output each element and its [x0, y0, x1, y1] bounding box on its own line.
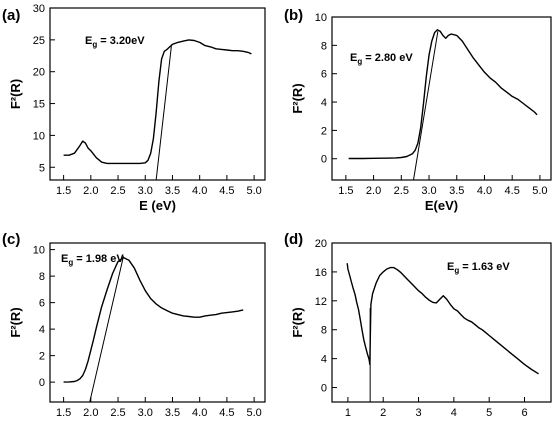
x-tick-label: 2.0 [83, 185, 98, 197]
band-gap-annotation: Eg = 3.20eV [85, 35, 145, 49]
x-axis-label: E(eV) [425, 198, 458, 213]
y-tick-label: 0 [39, 377, 45, 389]
x-tick-label: 3.5 [165, 407, 180, 419]
band-gap-annotation: Eg = 1.98 eV [61, 253, 124, 267]
x-tick-label: 5.0 [246, 185, 261, 197]
band-gap-annotation: Eg = 2.80 eV [350, 52, 413, 66]
x-tick-label: 3.5 [449, 185, 464, 197]
x-axis-label: Energy (eV) [405, 420, 477, 422]
y-tick-label: 8 [321, 325, 327, 337]
x-tick-label: 3.0 [421, 185, 436, 197]
x-axis-label: E (eV) [139, 420, 176, 422]
data-series-line [63, 39, 252, 165]
x-tick-label: 4 [451, 407, 457, 419]
tangent-line [413, 31, 439, 180]
x-tick-label: 3.0 [138, 407, 153, 419]
x-tick-label: 1.5 [56, 185, 71, 197]
y-tick-label: 10 [33, 130, 45, 142]
data-series-line [346, 263, 539, 375]
plot-frame [331, 242, 552, 403]
x-axis-label: E (eV) [139, 198, 176, 213]
data-series-line [63, 256, 244, 383]
y-tick-label: 6 [39, 298, 45, 310]
plot-frame [49, 242, 266, 403]
plot-frame [49, 7, 266, 181]
y-axis-label: F²(R) [8, 307, 23, 337]
x-tick-label: 1 [345, 407, 351, 419]
y-tick-label: 10 [315, 12, 327, 24]
x-tick-label: 2.5 [394, 185, 409, 197]
x-tick-label: 4.5 [219, 407, 234, 419]
x-tick-label: 2.0 [83, 407, 98, 419]
x-tick-label: 3.0 [138, 185, 153, 197]
y-tick-label: 20 [315, 238, 327, 250]
x-tick-label: 3 [415, 407, 421, 419]
y-tick-label: 10 [33, 245, 45, 257]
y-tick-label: 2 [39, 351, 45, 363]
y-tick-label: 16 [315, 267, 327, 279]
data-series-line [348, 29, 538, 160]
x-tick-label: 4.0 [477, 185, 492, 197]
tangent-line [89, 256, 124, 402]
y-axis-label: F²(R) [290, 307, 305, 337]
panel-letter: (c) [2, 231, 20, 248]
y-tick-label: 15 [33, 99, 45, 111]
y-tick-label: 4 [39, 324, 45, 336]
y-tick-label: 8 [39, 271, 45, 283]
panel-a: 1.5 2.0 2.5 3.0 3.5 4.0 4.5 5.0 5 10 15 20 25 30 E (eV… [2, 3, 266, 213]
y-tick-label: 0 [321, 383, 327, 395]
x-tick-label: 5.0 [532, 185, 547, 197]
x-tick-label: 5.0 [246, 407, 261, 419]
x-tick-label: 3.5 [165, 185, 180, 197]
y-tick-label: 25 [33, 35, 45, 47]
x-tick-label: 5 [486, 407, 492, 419]
y-tick-label: 4 [321, 97, 327, 109]
y-tick-label: 2 [321, 125, 327, 137]
y-tick-label: 0 [321, 154, 327, 166]
y-tick-label: 5 [39, 162, 45, 174]
tangent-line [155, 46, 172, 180]
x-tick-label: 2 [380, 407, 386, 419]
x-tick-label: 2.0 [366, 185, 381, 197]
y-tick-label: 4 [321, 354, 327, 366]
x-tick-label: 4.5 [219, 185, 234, 197]
panel-letter: (d) [284, 231, 303, 248]
x-tick-label: 4.0 [192, 185, 207, 197]
x-tick-label: 4.5 [505, 185, 520, 197]
y-tick-label: 30 [33, 3, 45, 15]
x-tick-label: 4.0 [192, 407, 207, 419]
y-tick-label: 8 [321, 40, 327, 52]
x-tick-label: 1.5 [56, 407, 71, 419]
panel-letter: (b) [284, 7, 303, 24]
y-tick-label: 6 [321, 69, 327, 81]
plot-frame [331, 16, 552, 181]
panel-d: 123456048121620Energy (eV)F²(R)(d)Eg = 1… [284, 231, 552, 422]
x-tick-label: 1.5 [338, 185, 353, 197]
y-axis-label: F²(R) [290, 83, 305, 113]
panel-b: 1.5 2.0 2.5 3.0 3.5 4.0 4.5 5.0 0 2 4 6 8 10 E(eV) F²(R… [284, 7, 552, 213]
x-tick-label: 2.5 [110, 185, 125, 197]
y-tick-label: 20 [33, 67, 45, 79]
band-gap-annotation: Eg = 1.63 eV [447, 261, 510, 275]
x-tick-label: 6 [521, 407, 527, 419]
y-axis-label: F²(R) [8, 79, 23, 109]
y-tick-label: 12 [315, 296, 327, 308]
panel-c: 1.5 2.0 2.5 3.0 3.5 4.0 4.5 5.0 0 2 4 6 8 10 E (eV) F²(… [2, 231, 266, 422]
x-tick-label: 2.5 [110, 407, 125, 419]
panel-letter: (a) [2, 7, 20, 24]
